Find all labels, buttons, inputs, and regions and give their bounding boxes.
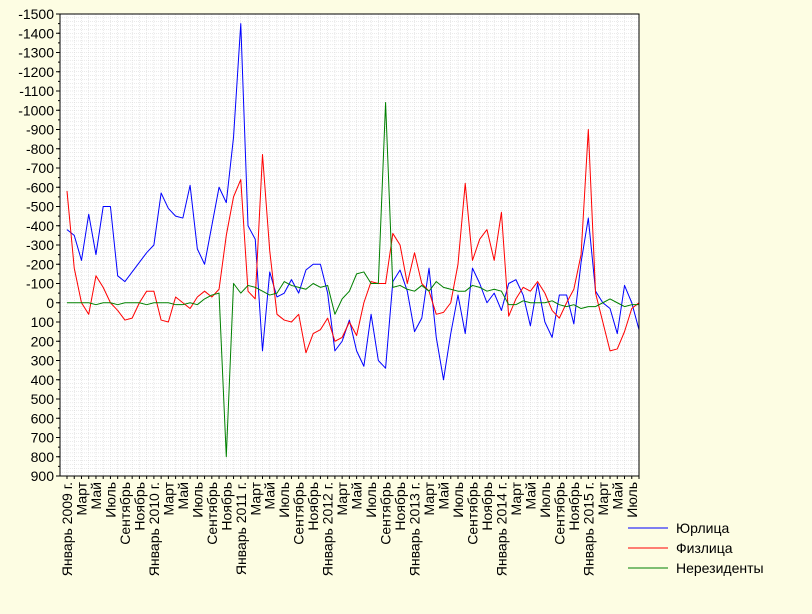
y-tick-label: -100 (26, 276, 54, 292)
x-tick-label: Сентябрь (551, 482, 567, 545)
x-tick-label: Июль (450, 482, 466, 518)
y-tick-label: 400 (31, 372, 55, 388)
y-tick-label: -300 (26, 237, 54, 253)
y-tick-label: 100 (31, 314, 55, 330)
legend-label: Нерезиденты (676, 560, 764, 576)
y-tick-label: 600 (31, 410, 55, 426)
x-tick-label: Март (334, 481, 350, 515)
x-tick-label: Март (73, 481, 89, 515)
x-tick-label: Сентябрь (378, 482, 394, 545)
y-tick-label: -800 (26, 141, 54, 157)
x-tick-label: Ноябрь (131, 482, 147, 531)
x-tick-label: Май (436, 482, 452, 509)
x-tick-label: Январь 2011 г. (233, 482, 249, 575)
y-tick-label: -600 (26, 179, 54, 195)
y-tick-label: -900 (26, 122, 54, 138)
x-tick-label: Январь 2014 г. (493, 482, 509, 576)
y-tick-label: -1500 (18, 6, 54, 22)
series-line (67, 102, 639, 458)
y-tick-label: -1100 (19, 83, 54, 99)
y-tick-label: 200 (31, 333, 55, 349)
x-tick-label: Ноябрь (479, 482, 495, 531)
x-tick-label: Май (609, 482, 625, 509)
x-tick-label: Июль (363, 482, 379, 518)
x-tick-label: Январь 2015 г. (580, 482, 596, 576)
y-tick-label: 800 (31, 449, 55, 465)
series-layer (66, 23, 640, 458)
x-tick-label: Июль (276, 482, 292, 518)
y-tick-label: 900 (31, 468, 55, 484)
x-tick-label: Март (595, 481, 611, 515)
x-tick-label: Март (508, 481, 524, 515)
legend-label: Юрлица (676, 520, 729, 536)
y-tick-label: 700 (31, 430, 55, 446)
series-line (66, 129, 640, 354)
y-axis: -1500-1400-1300-1200-1100-1000-900-800-7… (18, 6, 60, 484)
y-tick-label: 500 (31, 391, 55, 407)
x-tick-label: Май (349, 482, 365, 509)
y-tick-label: 300 (31, 353, 55, 369)
y-tick-label: -1200 (18, 64, 54, 80)
x-tick-label: Март (421, 481, 437, 515)
x-tick-label: Январь 2010 г. (146, 482, 162, 576)
legend-label: Физлица (676, 540, 733, 556)
x-tick-label: Май (88, 482, 104, 509)
y-tick-label: -1400 (18, 25, 54, 41)
x-tick-label: Сентябрь (464, 482, 480, 545)
y-tick-label: -1000 (18, 102, 54, 118)
x-tick-label: Май (175, 482, 191, 509)
x-tick-label: Май (522, 482, 538, 509)
x-tick-label: Сентябрь (204, 482, 220, 545)
x-tick-label: Ноябрь (566, 482, 582, 531)
x-tick-label: Ноябрь (218, 482, 234, 531)
x-tick-label: Ноябрь (305, 482, 321, 531)
x-tick-label: Март (247, 481, 263, 515)
x-tick-label: Май (262, 482, 278, 509)
y-tick-label: -1300 (18, 45, 54, 61)
y-tick-label: -500 (26, 199, 54, 215)
y-tick-label: -400 (26, 218, 54, 234)
y-tick-label: -700 (26, 160, 54, 176)
x-tick-label: Январь 2009 г. (59, 482, 75, 576)
x-tick-label: Сентябрь (291, 482, 307, 545)
series-line (66, 23, 640, 381)
x-tick-label: Июль (624, 482, 640, 518)
y-tick-label: 0 (46, 295, 54, 311)
y-tick-label: -200 (26, 256, 54, 272)
x-tick-label: Июль (189, 482, 205, 518)
x-tick-label: Март (160, 481, 176, 515)
x-tick-label: Январь 2012 г. (320, 482, 336, 576)
x-axis: Январь 2009 г.МартМайИюльСентябрьНоябрьЯ… (59, 476, 640, 576)
x-tick-label: Июль (102, 482, 118, 518)
x-tick-label: Сентябрь (117, 482, 133, 545)
x-tick-label: Июль (537, 482, 553, 518)
x-tick-label: Январь 2013 г. (407, 482, 423, 576)
x-tick-label: Ноябрь (392, 482, 408, 531)
legend: Юрлица Физлица Нерезиденты (628, 520, 764, 576)
grid (60, 13, 640, 477)
